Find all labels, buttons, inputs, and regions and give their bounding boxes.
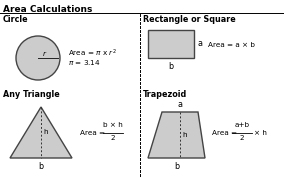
Text: b: b <box>38 162 43 171</box>
Text: a: a <box>178 100 183 109</box>
Text: h: h <box>43 130 47 136</box>
Text: Any Triangle: Any Triangle <box>3 90 60 99</box>
Text: × h: × h <box>254 130 267 136</box>
Text: Area =: Area = <box>212 130 239 136</box>
Text: Area = $\pi$ x $r^2$: Area = $\pi$ x $r^2$ <box>68 48 117 59</box>
Text: r: r <box>43 51 46 57</box>
Circle shape <box>16 36 60 80</box>
Text: 2: 2 <box>111 135 115 141</box>
Text: Area Calculations: Area Calculations <box>3 5 92 14</box>
Text: Rectangle or Square: Rectangle or Square <box>143 15 236 24</box>
Text: b × h: b × h <box>103 122 123 128</box>
Polygon shape <box>148 112 205 158</box>
Text: Trapezoid: Trapezoid <box>143 90 187 99</box>
Text: b: b <box>174 162 179 171</box>
Text: Circle: Circle <box>3 15 29 24</box>
Text: a: a <box>197 39 202 48</box>
Text: Area = a × b: Area = a × b <box>208 42 255 48</box>
Text: a+b: a+b <box>234 122 250 128</box>
Text: $\pi$ = 3.14: $\pi$ = 3.14 <box>68 58 101 67</box>
Text: b: b <box>168 62 174 71</box>
Text: h: h <box>182 132 187 138</box>
Bar <box>148 30 194 58</box>
Polygon shape <box>10 107 72 158</box>
Text: Area =: Area = <box>80 130 107 136</box>
Text: 2: 2 <box>240 135 244 141</box>
